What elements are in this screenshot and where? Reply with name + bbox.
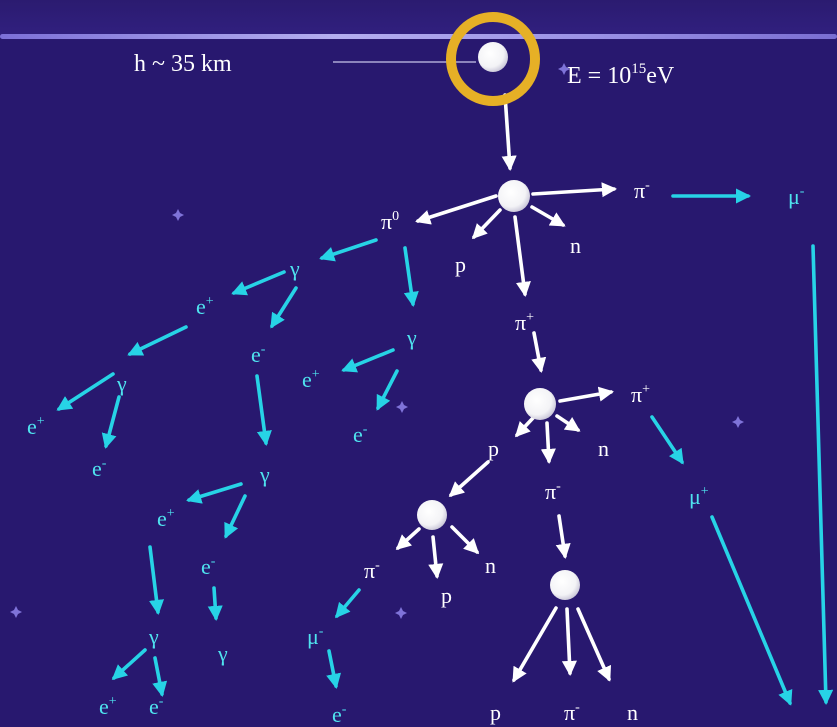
interaction-vertices: [417, 42, 580, 600]
label-gamma-2: γ: [117, 371, 127, 396]
atmosphere-boundary-line: [0, 34, 837, 39]
label-p-3: p: [441, 583, 452, 608]
sparkle: [558, 63, 570, 75]
label-e-plus-3: e+: [302, 367, 320, 392]
arrow-pi-minus-to-mu-minus: [335, 588, 361, 619]
energy-label: E = 1015eV: [567, 61, 675, 89]
arrow-pi-plus-down: [531, 331, 547, 373]
energy-exponent: 15: [631, 61, 647, 77]
arrow-eplus-to-gamma: [127, 325, 188, 356]
label-e-minus-2: e-: [353, 422, 368, 447]
highlight-ring: [446, 12, 540, 106]
label-gamma-5: γ: [149, 624, 159, 649]
sparkle: [396, 401, 408, 413]
label-mu-minus-2: μ-: [307, 624, 324, 649]
arrow-eminus-to-gamma: [255, 374, 272, 446]
arrow-gamma-to-eminus-2: [101, 395, 121, 449]
arrow-pi-plus-to-mu-plus: [650, 415, 684, 465]
vertex-2: [524, 388, 556, 420]
vertex-4: [550, 570, 580, 600]
label-n-2: n: [598, 436, 609, 461]
arrow-p-to-vertex: [448, 460, 490, 498]
title-band: [0, 0, 837, 38]
arrow-to-n-2: [555, 414, 581, 432]
label-e-plus-4: e+: [157, 506, 175, 531]
sparkle: [10, 606, 22, 618]
arrow-gamma-to-eminus: [270, 286, 298, 329]
label-n-4: n: [627, 700, 638, 725]
sparkle: [732, 416, 744, 428]
energy-prefix: E = 10: [567, 63, 632, 89]
arrow-pi0-to-gamma: [319, 238, 378, 262]
label-pi-plus-2: π+: [631, 382, 651, 407]
primary-arrow: [501, 93, 517, 172]
label-e-minus-5: e-: [149, 694, 164, 719]
label-mu-plus: μ+: [689, 484, 709, 509]
arrow-to-p-4: [512, 606, 558, 683]
label-n: n: [570, 233, 581, 258]
label-pi-minus-4: π-: [564, 700, 580, 725]
label-e-minus-1: e-: [251, 342, 266, 367]
arrow-pi0-to-gamma-2: [403, 246, 419, 307]
arrow-pi-minus-down: [555, 514, 571, 559]
background-sparkles: [10, 63, 744, 619]
vertex-1: [498, 180, 530, 212]
arrow-to-pi-plus: [513, 215, 531, 297]
arrow-mu-plus-long: [710, 515, 793, 706]
arrow-gamma-to-eminus-3: [376, 369, 399, 411]
label-e-plus-1: e+: [196, 294, 214, 319]
arrow-gamma-to-eplus-3: [341, 348, 395, 373]
label-e-plus-2: e+: [27, 414, 45, 439]
arrow-to-n-4: [576, 607, 612, 682]
label-p-2: p: [488, 436, 499, 461]
arrow-gamma-to-eplus-4: [186, 482, 243, 504]
label-mu-minus: μ-: [788, 184, 805, 209]
label-n-3: n: [485, 553, 496, 578]
label-gamma-3: γ: [407, 325, 417, 350]
sparkle: [172, 209, 184, 221]
label-pi-minus-3: π-: [364, 558, 380, 583]
arrow-gamma-to-eplus-5: [111, 648, 147, 681]
arrow-mu-minus-long: [811, 244, 834, 706]
label-gamma-1: γ: [290, 256, 300, 281]
label-p: p: [455, 252, 466, 277]
sparkle: [395, 607, 407, 619]
label-gamma-4: γ: [260, 462, 270, 487]
label-pi0: π0: [381, 209, 400, 234]
arrow-to-n-3: [450, 525, 480, 555]
vertex-3: [417, 500, 447, 530]
arrow-gamma-to-eminus-5: [152, 656, 168, 697]
altitude-label: h ~ 35 km: [134, 51, 232, 77]
label-e-minus-4: e-: [201, 554, 216, 579]
arrow-to-pi-minus-4: [561, 607, 577, 677]
arrow-to-p-2: [514, 416, 535, 438]
label-e-minus-3: e-: [92, 456, 107, 481]
arrow-to-n: [530, 205, 566, 227]
arrow-eplus-to-gamma-2: [148, 545, 165, 616]
label-pi-minus-2: π-: [545, 479, 561, 504]
label-gamma-6: γ: [218, 641, 228, 666]
arrow-eminus-to-gamma-2: [207, 586, 223, 622]
arrow-gamma-to-eminus-4: [224, 494, 247, 539]
label-pi-plus: π+: [515, 310, 535, 335]
arrow-gamma-to-eplus-2: [56, 372, 115, 411]
label-pi-minus: π-: [634, 178, 650, 203]
energy-unit: eV: [646, 63, 675, 89]
arrow-mu-minus-to-eminus: [326, 649, 342, 689]
arrow-to-p-3: [428, 535, 444, 580]
arrow-to-pi-minus-3: [395, 527, 421, 551]
arrow-to-p: [471, 208, 502, 240]
label-e-plus-5: e+: [99, 694, 117, 719]
arrow-gamma-to-eplus: [231, 270, 286, 296]
arrow-to-pi-minus: [531, 182, 618, 198]
arrow-to-pi-plus-2: [558, 386, 614, 403]
arrow-to-pi0: [415, 194, 498, 225]
label-e-minus-6: e-: [332, 702, 347, 727]
primary-particle: [478, 42, 508, 72]
arrow-to-pi-minus-2: [540, 421, 556, 465]
label-p-4: p: [490, 700, 501, 725]
